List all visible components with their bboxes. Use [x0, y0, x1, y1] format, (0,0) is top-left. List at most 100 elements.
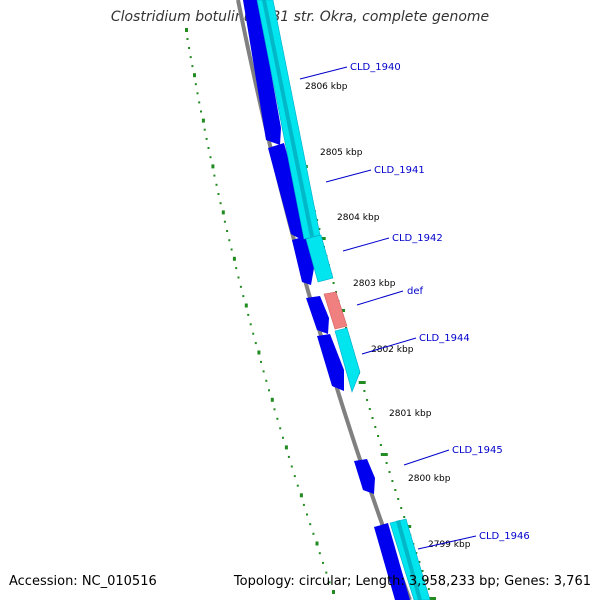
- inner-ring-tick: [366, 399, 369, 401]
- outer-ring-dot: [203, 128, 206, 131]
- outer-ring-dot: [262, 370, 265, 373]
- outer-ring-dot: [217, 193, 220, 195]
- outer-ring-dot: [287, 455, 290, 458]
- outer-ring-dot: [221, 210, 225, 215]
- outer-ring-dot: [309, 523, 312, 526]
- gene-label-leader-line: [403, 449, 450, 466]
- kbp-tick-label: 2800 kbp: [408, 474, 451, 484]
- outer-ring-dot: [268, 389, 270, 392]
- kbp-tick-label: 2803 kbp: [353, 279, 396, 289]
- outer-ring-dot: [230, 248, 233, 251]
- inner-ring-tick: [427, 588, 430, 590]
- outer-ring-dot: [254, 342, 257, 345]
- outer-ring-dot: [296, 484, 299, 487]
- inner-ring-tick: [424, 579, 427, 581]
- inner-ring-tick: [358, 381, 366, 384]
- inner-ring-tick: [418, 561, 421, 563]
- inner-ring-tick: [394, 489, 397, 491]
- gene-label-leader-line: [356, 290, 404, 306]
- gene-label: CLD_1940: [350, 62, 401, 73]
- outer-ring-dot: [196, 92, 199, 95]
- outer-ring-dot: [185, 28, 188, 32]
- gene-label-leader-line: [342, 237, 390, 252]
- gene-label-leader-line: [299, 66, 348, 80]
- inner-ring-tick: [391, 480, 394, 482]
- outer-ring-dot: [322, 561, 324, 564]
- gene-label: CLD_1941: [374, 165, 425, 176]
- outer-ring-dot: [252, 332, 255, 335]
- genome-summary-text: Topology: circular; Length: 3,958,233 bp…: [233, 574, 591, 589]
- kbp-tick-label: 2806 kbp: [305, 82, 348, 92]
- map-title: Clostridium botulinum B1 str. Okra, comp…: [110, 9, 490, 25]
- cds-inner-stripe: [396, 520, 422, 600]
- inner-ring-tick: [429, 597, 436, 600]
- outer-ring-dot: [235, 267, 238, 270]
- outer-ring-dot: [270, 397, 274, 402]
- outer-ring-dot: [223, 220, 226, 223]
- outer-ring-dot: [273, 408, 276, 411]
- cds-forward-arrow: [306, 296, 329, 334]
- outer-ring-dot: [332, 590, 335, 594]
- outer-ring-dot: [247, 313, 250, 316]
- kbp-tick-label: 2804 kbp: [337, 213, 380, 223]
- outer-ring-dot: [201, 118, 205, 123]
- outer-ring-dot: [215, 183, 218, 186]
- gene-label-leader-line: [417, 535, 477, 550]
- outer-ring-dot: [299, 493, 303, 498]
- inner-ring-tick: [385, 462, 388, 464]
- cds-forward-arrow: [354, 459, 375, 494]
- inner-ring-tick: [318, 228, 321, 230]
- kbp-tick-label: 2799 kbp: [428, 540, 471, 550]
- outer-ring-dot: [249, 323, 252, 326]
- inner-ring-tick: [363, 390, 366, 392]
- outer-ring-dot: [211, 164, 215, 169]
- inner-ring-tick: [380, 453, 388, 456]
- gene-label: def: [407, 286, 424, 297]
- outer-ring-dot: [205, 137, 208, 140]
- gene-label: CLD_1942: [392, 233, 443, 244]
- outer-ring-dot: [293, 475, 296, 478]
- outer-dotted-ring: [185, 28, 335, 594]
- inner-ring-tick: [388, 471, 391, 473]
- inner-ring-tick: [421, 570, 424, 572]
- outer-ring-dot: [200, 110, 202, 113]
- outer-ring-dot: [302, 503, 305, 506]
- outer-ring-dot: [226, 230, 229, 232]
- gene-label: CLD_1946: [479, 531, 530, 542]
- outer-ring-dot: [209, 156, 212, 159]
- inner-ring-tick: [403, 516, 406, 518]
- outer-ring-dot: [279, 427, 282, 430]
- outer-ring-dot: [219, 202, 222, 205]
- outer-ring-dot: [213, 174, 216, 177]
- outer-ring-dot: [312, 532, 315, 535]
- outer-ring-dot: [228, 239, 231, 242]
- cds-forward-arrow: [243, 0, 281, 145]
- outer-ring-dot: [242, 295, 245, 298]
- outer-ring-dot: [198, 101, 201, 104]
- cds-other-block: [305, 234, 334, 283]
- cds-forward-arrow: [268, 143, 306, 241]
- inner-ring-tick: [368, 408, 371, 410]
- cds-forward-arrow: [374, 523, 410, 600]
- cds-inner-stripe: [262, 0, 314, 237]
- outer-ring-dot: [328, 581, 331, 584]
- inner-ring-tick: [371, 417, 374, 419]
- outer-ring-dot: [189, 56, 192, 59]
- kbp-tick-label: 2805 kbp: [320, 148, 363, 158]
- gene-label-leader-line: [361, 337, 417, 355]
- outer-ring-dot: [315, 541, 319, 546]
- cds-highlight-block: [323, 291, 348, 330]
- kbp-tick-label: 2801 kbp: [389, 409, 432, 419]
- inner-ring-tick: [400, 507, 403, 509]
- outer-ring-dot: [276, 417, 279, 420]
- outer-ring-dot: [191, 65, 194, 68]
- inner-ring-tick: [374, 426, 377, 428]
- outer-ring-dot: [186, 38, 189, 40]
- outer-ring-dot: [284, 445, 288, 450]
- outer-ring-dot: [239, 285, 242, 288]
- outer-ring-dot: [257, 350, 261, 355]
- outer-ring-dot: [306, 513, 308, 516]
